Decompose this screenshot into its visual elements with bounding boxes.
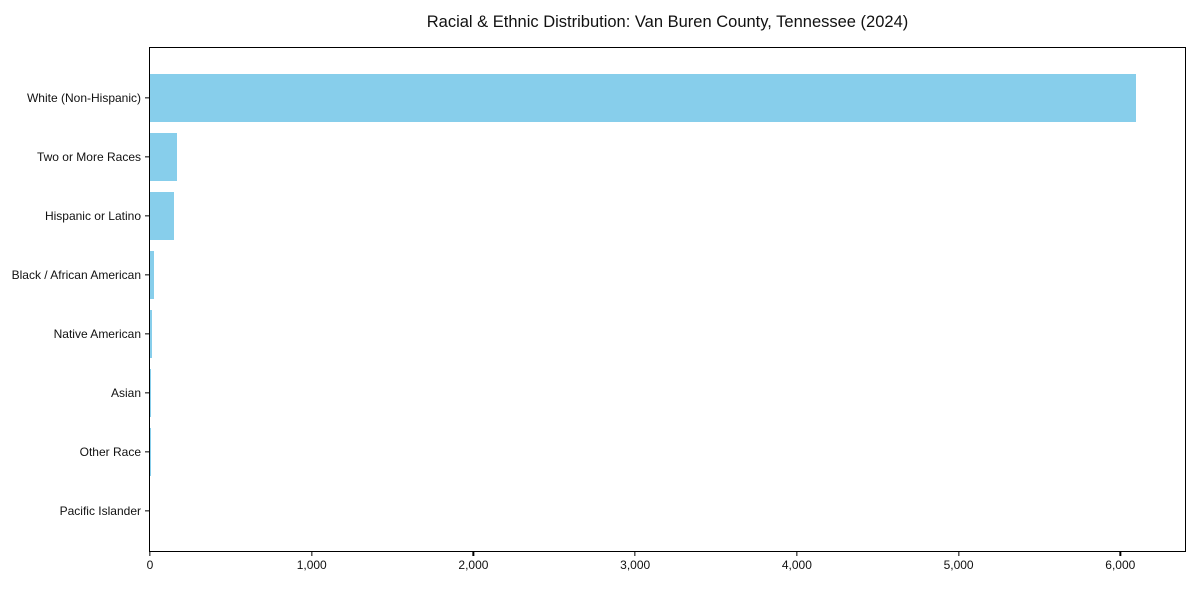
x-axis-label: 2,000 — [458, 558, 489, 572]
x-axis-label: 6,000 — [1105, 558, 1136, 572]
x-axis-tick — [149, 551, 151, 556]
x-axis-label: 5,000 — [943, 558, 974, 572]
x-axis-label: 3,000 — [620, 558, 651, 572]
bar — [150, 133, 177, 181]
y-axis-tick — [145, 510, 150, 512]
x-axis-label: 0 — [146, 558, 154, 572]
y-axis-tick — [145, 97, 150, 99]
y-axis-label: White (Non-Hispanic) — [26, 91, 141, 105]
x-axis-tick — [311, 551, 313, 556]
x-axis-tick — [472, 551, 475, 556]
chart-title: Racial & Ethnic Distribution: Van Buren … — [426, 13, 909, 31]
x-axis-tick — [1119, 551, 1121, 556]
x-axis-tick — [634, 551, 636, 556]
y-axis-label: Native American — [53, 327, 141, 341]
bar — [150, 192, 174, 240]
x-axis-label: 4,000 — [781, 558, 812, 572]
y-axis-tick — [145, 274, 150, 276]
y-axis-label: Asian — [110, 386, 141, 400]
y-axis-tick — [145, 392, 150, 394]
y-axis-tick — [145, 333, 150, 335]
bar — [150, 310, 152, 358]
y-axis-label: Pacific Islander — [59, 504, 141, 518]
y-axis-tick — [145, 215, 150, 217]
x-axis-tick — [796, 551, 798, 556]
y-axis-tick — [145, 451, 150, 453]
x-axis-label: 1,000 — [296, 558, 327, 572]
y-axis-label: Two or More Races — [36, 150, 141, 164]
y-axis-label: Hispanic or Latino — [44, 209, 141, 223]
bar — [150, 74, 1137, 122]
y-axis-tick — [145, 156, 150, 158]
plot-area: White (Non-Hispanic) Two or More Races His… — [12, 47, 1186, 571]
y-axis-label: Other Race — [79, 445, 141, 459]
y-axis-label: Black / African American — [11, 268, 141, 282]
x-axis-tick — [957, 551, 960, 556]
bar — [150, 369, 151, 417]
bar — [150, 251, 154, 299]
